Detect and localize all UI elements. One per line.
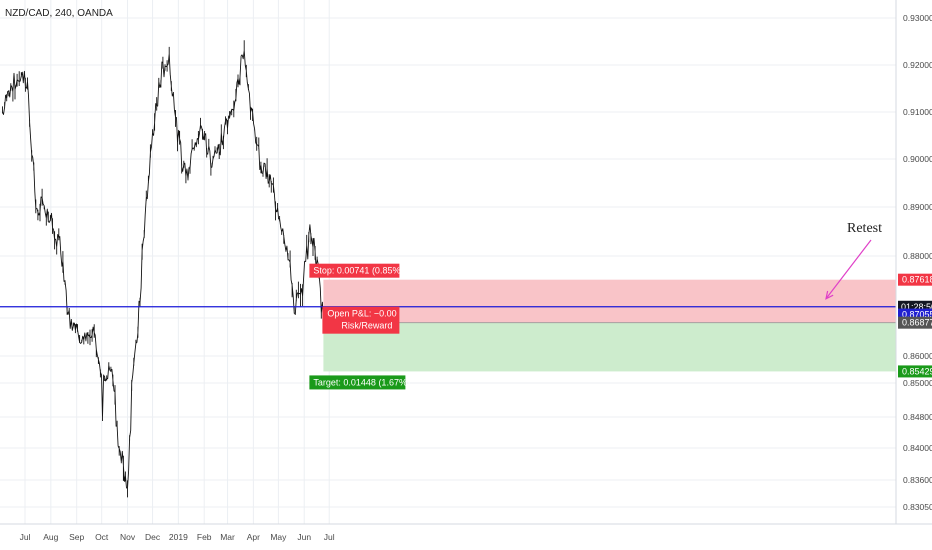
x-tick-label: Apr xyxy=(247,532,260,542)
target-zone xyxy=(323,322,896,372)
x-tick-label: Oct xyxy=(95,532,109,542)
annotations: Retest xyxy=(825,221,882,300)
position-zones xyxy=(323,279,896,372)
y-tick-label: 0.85000 xyxy=(903,378,932,388)
x-tick-label: Jun xyxy=(297,532,311,542)
y-tick-label: 0.83600 xyxy=(903,475,932,485)
y-tick-label: 0.84000 xyxy=(903,443,932,453)
symbol-title: NZD/CAD, 240, OANDA xyxy=(5,8,113,19)
retest-arrow-head xyxy=(825,290,834,300)
stop-zone xyxy=(323,279,896,323)
retest-annotation: Retest xyxy=(847,221,882,236)
x-tick-label: Aug xyxy=(43,532,58,542)
price-tag-label: 0.87618 xyxy=(902,275,932,285)
time-axis[interactable]: Jul Aug Sep Oct Nov Dec 2019 Feb Mar Apr May Jun Jul xyxy=(20,532,335,542)
price-tag xyxy=(898,365,932,378)
price-axis[interactable]: 0.93000 0.92000 0.91000 0.90000 0.89000 0.880… xyxy=(898,13,932,512)
y-tick-label: 0.90000 xyxy=(903,154,932,164)
price-tag xyxy=(898,273,932,286)
x-tick-label: Jul xyxy=(20,532,31,542)
x-tick-label: Nov xyxy=(120,532,136,542)
target-label-box xyxy=(309,375,406,390)
countdown-tag-label: 01:28:50 xyxy=(901,302,932,312)
retest-arrow xyxy=(825,239,872,300)
y-tick-label: 0.89000 xyxy=(903,202,932,212)
x-tick-label: Dec xyxy=(145,532,161,542)
risk-reward-label: Risk/Reward xyxy=(341,321,392,331)
price-tag-label: 0.85429 xyxy=(902,366,932,376)
pnl-label: Open P&L: −0.00 xyxy=(327,309,396,319)
price-line xyxy=(2,40,324,498)
target-label: Target: 0.01448 (1.67%) xyxy=(313,377,410,387)
x-tick-label: Jul xyxy=(324,532,335,542)
y-tick-label: 0.92000 xyxy=(903,60,932,70)
y-tick-label: 0.84800 xyxy=(903,412,932,422)
price-tag-label: 0.87055 xyxy=(902,310,932,320)
x-tick-label: Sep xyxy=(69,532,84,542)
y-tick-label: 0.83050 xyxy=(903,502,932,512)
y-tick-label: 0.93000 xyxy=(903,13,932,23)
pnl-box xyxy=(322,306,400,334)
x-tick-label: May xyxy=(270,532,287,542)
stop-label-box xyxy=(309,263,400,278)
y-tick-label: 0.88000 xyxy=(903,251,932,261)
position-labels: Stop: 0.00741 (0.85% Open P&L: −0.00 Risk/… xyxy=(309,263,410,390)
price-tag-label: 0.86877 xyxy=(902,318,932,328)
price-tag xyxy=(898,316,932,329)
y-tick-label: 0.91000 xyxy=(903,107,932,117)
stop-label: Stop: 0.00741 (0.85% xyxy=(313,266,400,276)
x-tick-label: Mar xyxy=(220,532,235,542)
price-series xyxy=(2,40,324,498)
x-tick-label: 2019 xyxy=(169,532,188,542)
y-tick-label: 0.86000 xyxy=(903,351,932,361)
x-tick-label: Feb xyxy=(197,532,212,542)
